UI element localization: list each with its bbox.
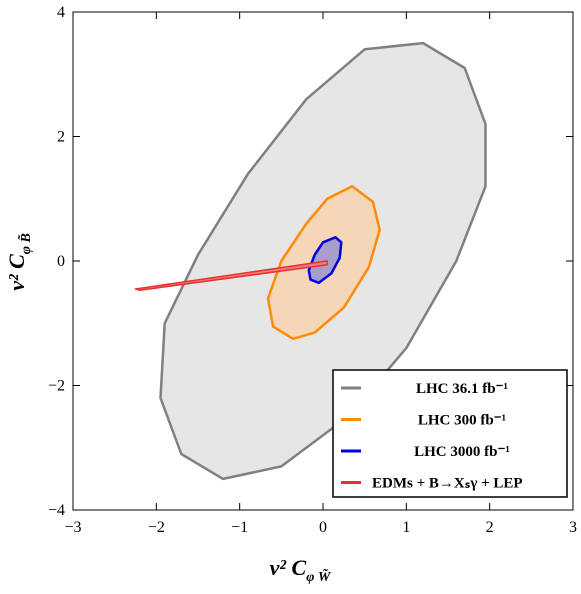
y-tick-label: −2 — [48, 378, 65, 395]
legend-label: LHC 300 fb⁻¹ — [418, 413, 506, 429]
x-tick-label: 3 — [569, 519, 577, 536]
plot-area — [134, 41, 487, 481]
region — [307, 236, 343, 285]
legend-label: EDMs + B→Xₛγ + LEP — [372, 476, 523, 492]
legend-label: LHC 36.1 fb⁻¹ — [416, 381, 508, 397]
y-tick-label: 2 — [57, 129, 65, 146]
x-tick-label: −1 — [231, 519, 248, 536]
x-tick-label: 2 — [486, 519, 494, 536]
x-tick-label: −3 — [64, 519, 81, 536]
y-tick-label: −4 — [48, 502, 65, 519]
x-tick-label: 0 — [319, 519, 327, 536]
legend: LHC 36.1 fb⁻¹ LHC 300 fb⁻¹ LHC 3000 fb⁻¹ ED… — [332, 369, 568, 498]
frame — [72, 11, 574, 511]
x-axis-label: v² Cφ W̃ — [270, 555, 332, 585]
region — [134, 260, 328, 292]
legend-box — [332, 369, 568, 498]
x-tick-label: 1 — [402, 519, 410, 536]
legend-label: LHC 3000 fb⁻¹ — [414, 444, 510, 460]
y-tick-label: 0 — [57, 253, 65, 270]
y-tick-label: 4 — [57, 4, 65, 21]
x-tick-label: −2 — [148, 519, 165, 536]
y-axis-label: v² Cφ B̃ — [4, 233, 34, 291]
